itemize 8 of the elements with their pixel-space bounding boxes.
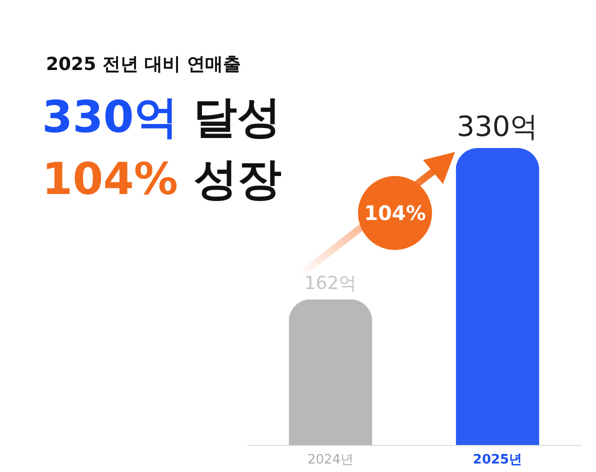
data-label: 162억 [304, 273, 357, 294]
x-tick-label: 2024년 [307, 452, 354, 468]
annotation: 104% 성장 [42, 153, 282, 207]
text: 330억 달성 [42, 91, 282, 145]
x-tick-label: 2025년 [472, 452, 522, 468]
chart-title: 2025 전년 대비 연매출 [46, 53, 241, 76]
circle-badge: 104% [358, 176, 432, 250]
data-label: 330억 [456, 110, 538, 143]
